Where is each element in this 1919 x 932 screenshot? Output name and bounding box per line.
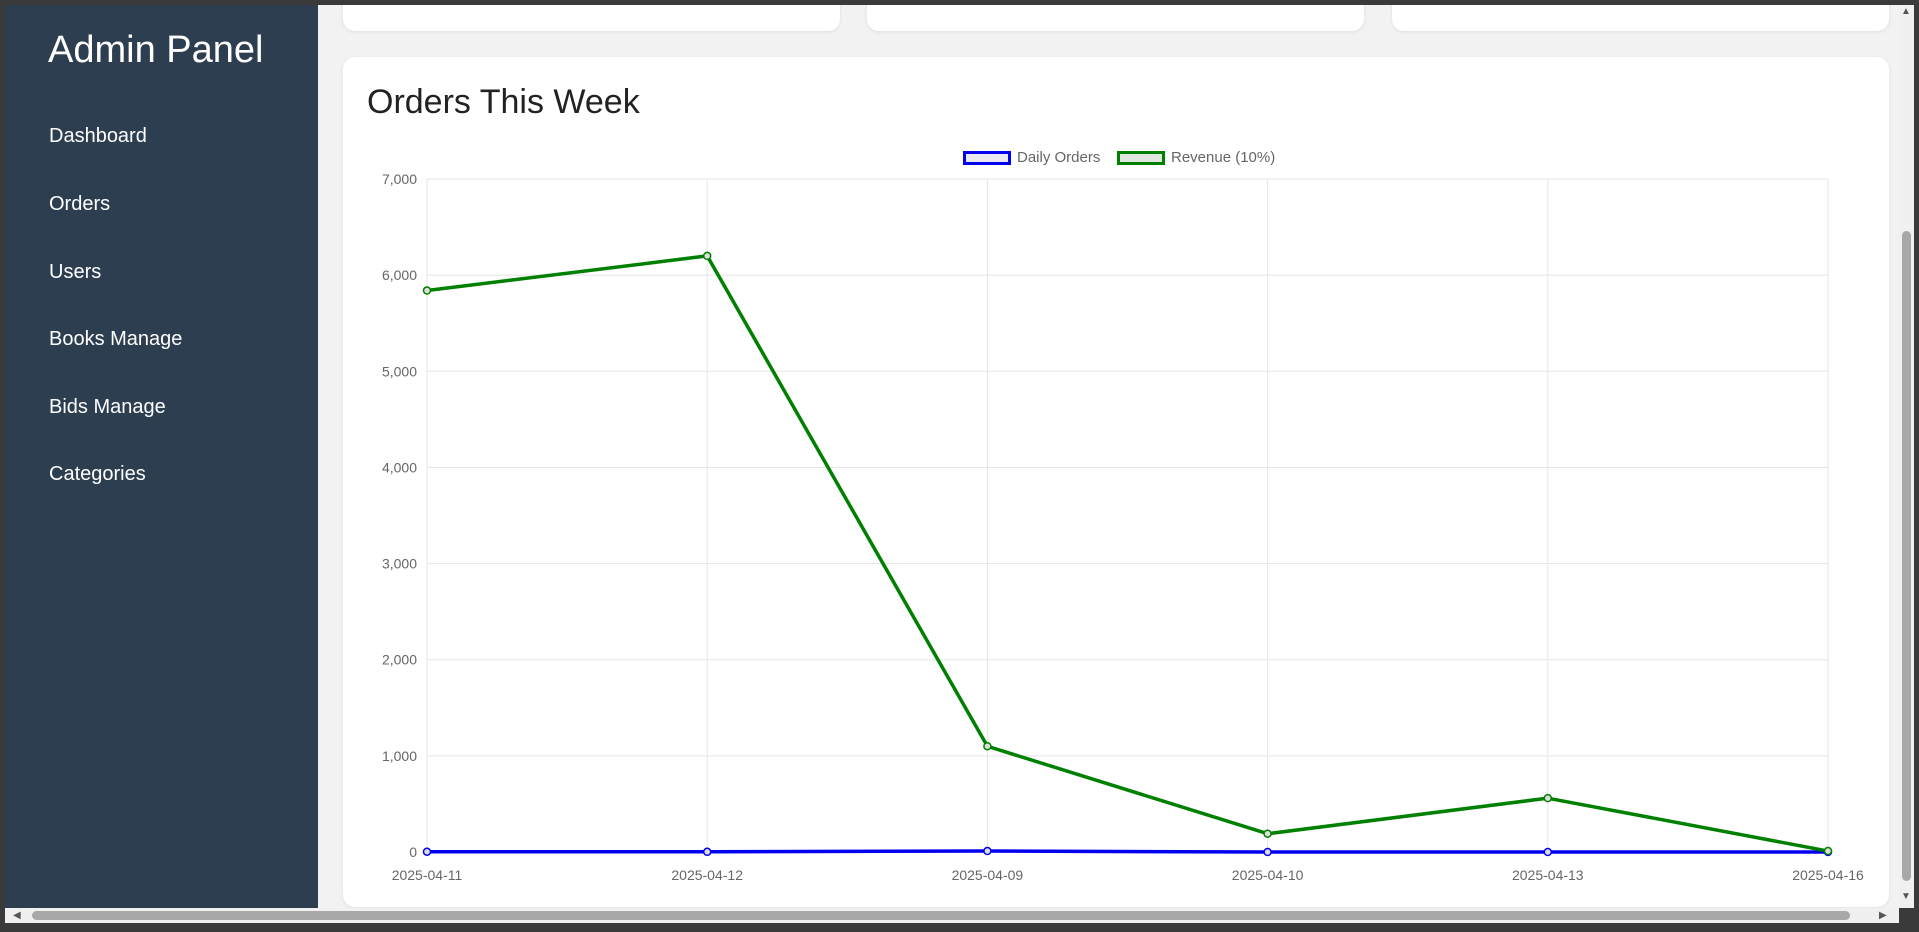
sidebar-item-books-manage[interactable]: Books Manage <box>49 328 183 350</box>
data-point-daily-orders <box>983 846 992 856</box>
data-point-daily-orders <box>1263 847 1272 857</box>
sidebar-item-users[interactable]: Users <box>49 261 102 283</box>
x-tick-label: 2025-04-16 <box>1792 867 1864 883</box>
chart-legend: Daily Orders Revenue (10%) <box>963 149 1363 169</box>
vertical-scrollbar[interactable]: ▲ ▼ <box>1899 5 1914 908</box>
data-point-daily-orders <box>422 847 432 856</box>
sidebar-item-categories[interactable]: Categories <box>49 463 146 485</box>
data-point-revenue <box>1263 829 1272 838</box>
vertical-scroll-thumb[interactable] <box>1902 231 1911 881</box>
series-line-daily-orders <box>426 849 1828 854</box>
scroll-up-icon[interactable]: ▲ <box>1901 6 1911 17</box>
x-tick-label: 2025-04-12 <box>671 867 743 883</box>
x-tick-label: 2025-04-10 <box>1232 867 1304 883</box>
y-tick-label: 5,000 <box>382 363 417 379</box>
legend-swatch-daily-orders <box>963 150 1011 165</box>
y-tick-label: 7,000 <box>382 171 417 187</box>
legend-daily-orders[interactable]: Daily Orders <box>963 149 1100 166</box>
sidebar-item-bids-manage[interactable]: Bids Manage <box>49 396 166 418</box>
data-point-daily-orders <box>702 847 712 857</box>
y-tick-label: 2,000 <box>382 652 417 668</box>
scroll-right-icon[interactable]: ▶ <box>1879 910 1887 921</box>
data-point-revenue <box>422 286 432 295</box>
data-point-revenue <box>1823 846 1833 856</box>
legend-label-revenue: Revenue (10%) <box>1171 149 1276 166</box>
orders-chart-card: Orders This Week Daily Orders Revenue (1… <box>343 57 1889 907</box>
x-tick-label: 2025-04-09 <box>952 867 1024 883</box>
page-viewport: Admin Panel Dashboard Orders Users Books… <box>5 5 1899 908</box>
data-point-daily-orders <box>1543 847 1553 857</box>
series-line-revenue <box>426 254 1829 853</box>
stat-card-3 <box>1392 5 1889 31</box>
y-tick-label: 1,000 <box>382 748 417 764</box>
y-tick-label: 4,000 <box>382 459 417 475</box>
data-point-revenue <box>1543 793 1553 803</box>
y-tick-label: 0 <box>409 844 417 860</box>
y-tick-label: 3,000 <box>382 556 417 572</box>
data-point-revenue <box>702 251 712 261</box>
x-tick-label: 2025-04-13 <box>1512 867 1584 883</box>
orders-line-chart: 0 1,000 2,000 3,000 4,000 5,000 6,000 7,000 2025… <box>382 171 1864 883</box>
horizontal-scrollbar[interactable]: ◀ ▶ <box>5 908 1899 923</box>
y-tick-label: 6,000 <box>382 267 417 283</box>
data-point-revenue <box>983 741 992 751</box>
sidebar-title: Admin Panel <box>48 29 264 71</box>
legend-swatch-revenue <box>1117 150 1165 165</box>
sidebar-item-orders[interactable]: Orders <box>49 193 111 215</box>
legend-revenue[interactable]: Revenue (10%) <box>1117 149 1275 166</box>
scroll-down-icon[interactable]: ▼ <box>1901 891 1911 902</box>
horizontal-scroll-thumb[interactable] <box>32 911 1850 920</box>
sidebar-item-dashboard[interactable]: Dashboard <box>49 125 147 147</box>
scroll-left-icon[interactable]: ◀ <box>13 910 21 921</box>
stat-card-2 <box>867 5 1364 31</box>
chart-title: Orders This Week <box>367 83 640 121</box>
sidebar: Admin Panel Dashboard Orders Users Books… <box>5 5 318 908</box>
stat-card-1 <box>343 5 840 31</box>
legend-label-daily-orders: Daily Orders <box>1017 149 1101 166</box>
x-tick-label: 2025-04-11 <box>392 867 463 883</box>
